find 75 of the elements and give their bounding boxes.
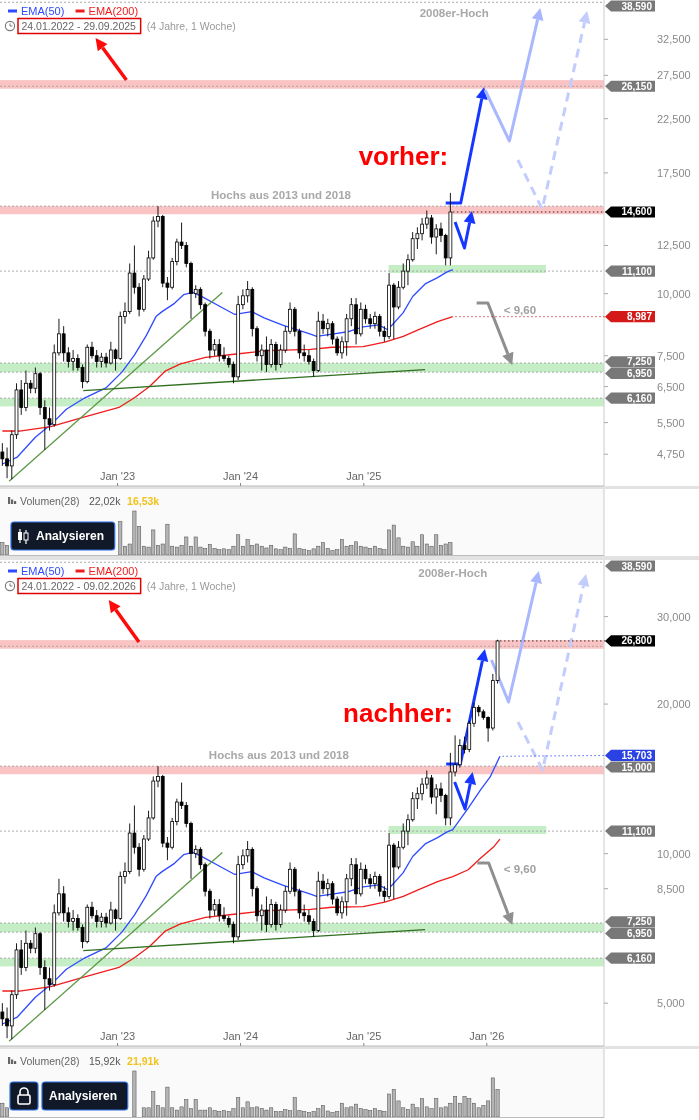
line-series xyxy=(1,838,501,992)
candlestick xyxy=(429,774,434,805)
ref-line-label: 7,250 xyxy=(626,916,653,928)
legend-label: EMA(50) xyxy=(21,5,65,17)
candlestick xyxy=(429,214,434,245)
y-tick-label: 8,500 xyxy=(657,882,685,895)
band-label: Hochs aus 2013 und 2018 xyxy=(208,749,350,762)
band-label: Hochs aus 2013 und 2018 xyxy=(210,189,352,202)
text: 21,91k xyxy=(127,1055,160,1067)
y-tick-label: 22,500 xyxy=(657,112,691,125)
candlestick xyxy=(0,442,5,467)
y-tick-label: 4,750 xyxy=(657,448,685,461)
candlestick xyxy=(61,885,66,922)
ref-line-label: 6,950 xyxy=(626,367,653,379)
x-tick-label: Jan '25 xyxy=(346,1030,382,1042)
chart-title: Volumen(28) xyxy=(20,1055,80,1067)
y-tick-label: 17,500 xyxy=(657,166,691,179)
ref-line-label: 6,160 xyxy=(626,952,653,964)
ref-line-label: 6,160 xyxy=(626,392,653,404)
y-tick-label: 32,500 xyxy=(657,33,691,46)
candlestick xyxy=(264,896,269,933)
annotation: vorher: xyxy=(358,141,449,171)
line-series xyxy=(1,316,454,432)
ref-line-label: 11,100 xyxy=(621,825,653,837)
legend-label: EMA(50) xyxy=(21,565,65,577)
candlestick xyxy=(377,873,382,897)
y-tick-label: 30,000 xyxy=(657,610,691,623)
annotation: 2008er-Hoch xyxy=(419,7,489,20)
annotation: nachher: xyxy=(343,698,453,728)
annotation: Analysieren xyxy=(36,529,105,543)
ref-line-label: 38,590 xyxy=(621,560,653,572)
x-tick-label: Jan '24 xyxy=(222,1030,259,1042)
x-tick-label: Jan '24 xyxy=(222,470,259,482)
annotation: (4 Jahre, 1 Woche) xyxy=(146,580,236,592)
legend-label: EMA(200) xyxy=(88,5,139,17)
x-tick-label: Jan '23 xyxy=(100,470,136,482)
ref-line-label: 6,950 xyxy=(626,927,653,939)
candlestick xyxy=(0,1002,5,1027)
text: 15,92k xyxy=(88,1055,122,1067)
text: 24.01.2022 - 09.02.2026 xyxy=(21,580,137,592)
text: 24.01.2022 - 29.09.2025 xyxy=(21,20,137,32)
x-tick-label: Jan '25 xyxy=(346,470,382,482)
annotation: < 9,60 xyxy=(503,863,537,875)
y-tick-label: 27,500 xyxy=(657,69,691,82)
y-tick-label: 5,000 xyxy=(657,997,685,1010)
annotation: 14,600 xyxy=(621,206,653,218)
line-series xyxy=(1,268,454,465)
y-tick-label: 10,000 xyxy=(657,287,691,300)
y-tick-label: 7,500 xyxy=(657,349,685,362)
annotation: < 9,60 xyxy=(503,304,537,316)
annotation: 26,800 xyxy=(621,635,653,647)
x-tick-label: Jan '23 xyxy=(100,1030,136,1042)
ref-line-label: 38,590 xyxy=(621,0,653,12)
candlestick xyxy=(61,325,66,362)
ref-line-label: 11,100 xyxy=(621,265,653,277)
y-tick-label: 10,000 xyxy=(657,847,691,860)
text: 22,02k xyxy=(88,495,122,507)
text: 16,53k xyxy=(127,495,160,507)
annotation: Analysieren xyxy=(49,1089,118,1103)
y-tick-label: 5,500 xyxy=(657,416,685,429)
ref-line-label: 15,000 xyxy=(621,761,653,773)
legend-label: EMA(200) xyxy=(88,565,139,577)
y-tick-label: 20,000 xyxy=(657,698,691,711)
annotation: 15,703 xyxy=(621,749,653,761)
annotation: 8,987 xyxy=(626,311,653,323)
annotation: 2008er-Hoch xyxy=(418,567,488,580)
ref-line-label: 26,150 xyxy=(621,80,653,92)
y-tick-label: 6,500 xyxy=(657,380,685,393)
annotation: (4 Jahre, 1 Woche) xyxy=(146,20,236,32)
candlestick xyxy=(377,313,382,337)
x-tick-label: Jan '26 xyxy=(469,1030,505,1042)
y-tick-label: 12,500 xyxy=(657,239,691,252)
chart-title: Volumen(28) xyxy=(20,495,80,507)
ref-line-label: 7,250 xyxy=(626,356,653,368)
candlestick xyxy=(264,336,269,373)
